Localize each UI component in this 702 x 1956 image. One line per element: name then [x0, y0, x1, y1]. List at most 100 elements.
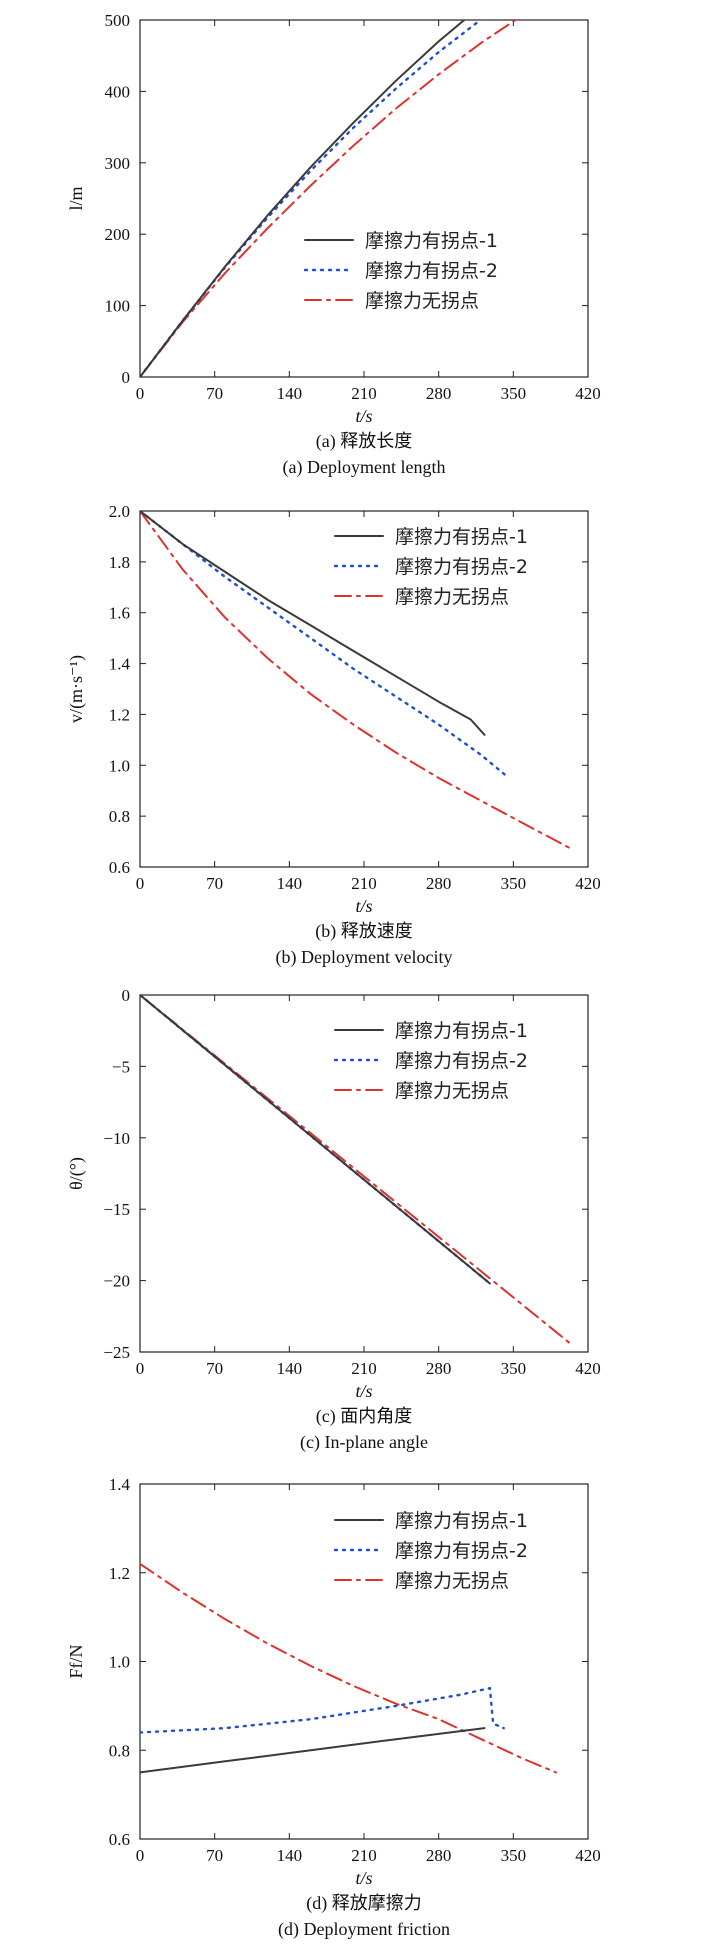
- x-axis-title: t/s: [355, 896, 372, 916]
- series-group: [140, 20, 518, 377]
- caption-cn: (b) 释放速度: [315, 921, 413, 942]
- y-tick-label: −5: [112, 1057, 130, 1076]
- series-line-3: [140, 20, 518, 377]
- caption-cn: (d) 释放摩擦力: [306, 1893, 422, 1914]
- x-tick-label: 350: [501, 1359, 527, 1378]
- y-axis-title: l/m: [66, 186, 86, 210]
- x-tick-label: 140: [277, 1846, 303, 1865]
- x-tick-label: 280: [426, 1359, 452, 1378]
- x-tick-label: 0: [136, 874, 145, 893]
- y-tick-label: 0: [122, 368, 131, 387]
- x-tick-label: 140: [277, 1359, 303, 1378]
- caption-en: (d) Deployment friction: [278, 1919, 450, 1940]
- legend-label: 摩擦力无拐点: [395, 1080, 509, 1102]
- legend-label: 摩擦力有拐点-2: [395, 1540, 528, 1562]
- legend-label: 摩擦力有拐点-1: [395, 1020, 528, 1042]
- x-tick-label: 0: [136, 384, 145, 403]
- x-tick-label: 350: [501, 384, 527, 403]
- x-tick-label: 280: [426, 874, 452, 893]
- series-group: [140, 995, 573, 1346]
- y-tick-label: 1.2: [109, 1564, 130, 1583]
- x-axis-title: t/s: [355, 1868, 372, 1888]
- legend-label: 摩擦力有拐点-2: [395, 556, 528, 578]
- y-axis-title: v/(m·s⁻¹): [66, 655, 87, 723]
- series-line-1: [140, 995, 491, 1285]
- series-group: [140, 1562, 557, 1774]
- x-tick-label: 280: [426, 1846, 452, 1865]
- x-tick-label: 420: [575, 1846, 601, 1865]
- x-tick-label: 210: [351, 384, 377, 403]
- x-tick-label: 210: [351, 1359, 377, 1378]
- chart-panel-4: 0 70 140 210 280 350 420 0.6 0.8 1.0 1.2 1.4 t/s Ff/N…: [66, 1475, 601, 1940]
- series-line-1: [140, 1727, 486, 1774]
- series-line-3: [140, 511, 573, 851]
- x-tick-label: 70: [206, 1846, 223, 1865]
- legend-label: 摩擦力有拐点-2: [395, 1050, 528, 1072]
- y-tick-label: 2.0: [109, 502, 130, 521]
- legend-label: 摩擦力有拐点-1: [395, 526, 528, 548]
- x-tick-label: 420: [575, 384, 601, 403]
- caption-en: (c) In-plane angle: [300, 1432, 428, 1453]
- x-tick-label: 70: [206, 384, 223, 403]
- y-tick-label: 1.8: [109, 553, 130, 572]
- x-tick-label: 350: [501, 874, 527, 893]
- x-axis-title: t/s: [355, 1381, 372, 1401]
- legend-label: 摩擦力有拐点-2: [365, 260, 498, 282]
- y-axis-title: Ff/N: [66, 1644, 86, 1678]
- legend-label: 摩擦力无拐点: [365, 290, 479, 312]
- y-tick-label: 100: [105, 297, 131, 316]
- legend-label: 摩擦力有拐点-1: [365, 230, 498, 252]
- caption-cn: (c) 面内角度: [316, 1406, 412, 1427]
- x-tick-label: 420: [575, 1359, 601, 1378]
- y-tick-label: −25: [103, 1343, 130, 1362]
- chart-panel-2: 0 70 140 210 280 350 420 0.6 0.8 1.0 1.2 1.4 1.6 1.8 2…: [66, 502, 601, 968]
- x-tick-label: 280: [426, 384, 452, 403]
- y-tick-label: −15: [103, 1200, 130, 1219]
- x-tick-label: 350: [501, 1846, 527, 1865]
- series-line-1: [140, 511, 486, 736]
- legend-label: 摩擦力有拐点-1: [395, 1510, 528, 1532]
- series-group: [140, 511, 573, 851]
- caption-en: (a) Deployment length: [283, 457, 446, 478]
- x-axis-title: t/s: [355, 406, 372, 426]
- x-tick-label: 0: [136, 1359, 145, 1378]
- x-tick-label: 140: [277, 874, 303, 893]
- caption-en: (b) Deployment velocity: [276, 947, 453, 968]
- x-tick-label: 70: [206, 874, 223, 893]
- caption-cn: (a) 释放长度: [316, 431, 412, 452]
- series-line-3: [140, 1562, 557, 1774]
- y-tick-label: 0.8: [109, 1741, 130, 1760]
- y-tick-label: 400: [105, 82, 131, 101]
- y-tick-label: 0.6: [109, 858, 130, 877]
- series-line-2: [140, 511, 508, 777]
- y-tick-label: 0.6: [109, 1830, 130, 1849]
- y-tick-label: 1.0: [109, 1653, 130, 1672]
- plot-frame: [139, 19, 589, 378]
- y-tick-label: 200: [105, 225, 131, 244]
- y-tick-label: 500: [105, 11, 131, 30]
- y-tick-label: 1.0: [109, 756, 130, 775]
- chart-panel-3: 0 70 140 210 280 350 420 −25 −20 −15 −10 −5 0 t/s θ/(°…: [66, 986, 601, 1453]
- y-tick-label: 1.2: [109, 705, 130, 724]
- y-tick-label: 0.8: [109, 807, 130, 826]
- y-tick-label: 1.4: [109, 1475, 131, 1494]
- y-tick-label: 0: [122, 986, 131, 1005]
- x-tick-label: 0: [136, 1846, 145, 1865]
- x-tick-label: 210: [351, 1846, 377, 1865]
- x-tick-label: 210: [351, 874, 377, 893]
- series-line-2: [140, 1686, 505, 1734]
- chart-panel-1: 0 70 140 210 280 350 420 100 200 300 400 500 0 t/s l/m…: [66, 11, 601, 478]
- y-tick-label: −10: [103, 1129, 130, 1148]
- y-tick-label: 1.6: [109, 604, 130, 623]
- x-tick-label: 140: [277, 384, 303, 403]
- y-tick-label: 1.4: [109, 655, 131, 674]
- y-tick-label: −20: [103, 1272, 130, 1291]
- y-tick-label: 300: [105, 154, 131, 173]
- legend-label: 摩擦力无拐点: [395, 1570, 509, 1592]
- x-tick-label: 420: [575, 874, 601, 893]
- series-line-1: [140, 20, 466, 377]
- y-axis-title: θ/(°): [66, 1157, 87, 1190]
- legend-label: 摩擦力无拐点: [395, 586, 509, 608]
- series-line-2: [140, 20, 483, 377]
